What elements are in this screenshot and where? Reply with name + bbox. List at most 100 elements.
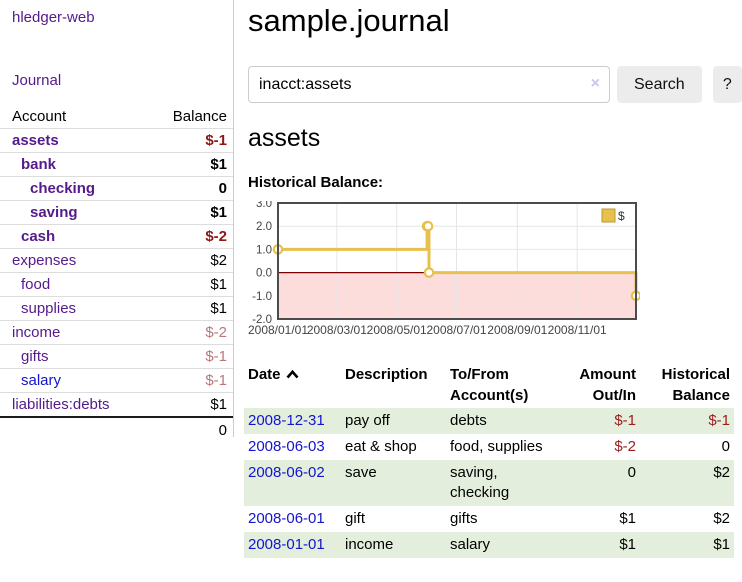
- account-tree: Account Balance assets $-1 bank $1 checking 0…: [0, 106, 233, 443]
- transaction-accounts: food, supplies: [450, 438, 543, 455]
- account-balance: $1: [150, 272, 233, 297]
- svg-text:2008/07/01: 2008/07/01: [426, 323, 486, 337]
- transaction-description: gift: [345, 510, 366, 527]
- account-row: bank $1: [0, 152, 233, 177]
- account-balance: $-1: [150, 344, 233, 369]
- register-row: 2008-06-02 save saving, checking 0 $2: [244, 460, 734, 506]
- transaction-amount: $1: [558, 532, 640, 558]
- register-table-body: 2008-12-31 pay off debts $-1 $-1 2008-06-03 ea…: [244, 408, 734, 558]
- transaction-balance: $-1: [640, 408, 734, 434]
- account-link[interactable]: bank: [21, 156, 57, 173]
- account-link[interactable]: cash: [21, 228, 56, 245]
- chart-title: Historical Balance:: [248, 174, 384, 191]
- account-row: gifts $-1: [0, 344, 233, 369]
- svg-text:-1.0: -1.0: [252, 291, 272, 303]
- transaction-accounts: debts: [446, 408, 558, 434]
- main-content: sample.journal × Search ? assets Histori…: [234, 0, 742, 558]
- account-row: cash $-2: [0, 224, 233, 249]
- transaction-date-link[interactable]: 2008-06-03: [248, 438, 325, 455]
- account-row: checking 0: [0, 176, 233, 201]
- date-column-header[interactable]: Date: [244, 362, 341, 408]
- account-row: supplies $1: [0, 296, 233, 321]
- transaction-amount: 0: [558, 460, 640, 506]
- sort-asc-icon: [286, 369, 298, 379]
- account-row: liabilities:debts $1: [0, 392, 233, 417]
- search-button[interactable]: Search: [617, 66, 702, 103]
- search-input[interactable]: [248, 66, 610, 103]
- account-link[interactable]: food: [21, 276, 51, 293]
- account-link[interactable]: checking: [30, 180, 96, 197]
- account-balance: $1: [150, 200, 233, 225]
- account-column-header: Account: [12, 108, 67, 125]
- account-link[interactable]: salary: [21, 372, 62, 389]
- account-link[interactable]: liabilities:debts: [12, 396, 110, 413]
- account-balance: 0: [150, 176, 233, 201]
- transaction-description: pay off: [341, 408, 446, 434]
- account-balance: $-2: [150, 224, 233, 249]
- register-row: 2008-12-31 pay off debts $-1 $-1: [244, 408, 734, 434]
- balance-column-header-main: Historical Balance: [661, 366, 730, 404]
- transaction-date-link[interactable]: 2008-06-02: [248, 464, 325, 481]
- amount-column-header: Amount Out/In: [579, 366, 636, 404]
- transaction-accounts: salary: [446, 532, 558, 558]
- svg-text:1.0: 1.0: [256, 244, 272, 256]
- help-button[interactable]: ?: [712, 66, 742, 103]
- account-link[interactable]: income: [12, 324, 61, 341]
- svg-text:2008/01/01: 2008/01/01: [248, 323, 308, 337]
- account-link[interactable]: expenses: [12, 252, 77, 269]
- transaction-description: save: [341, 460, 446, 506]
- transaction-amount: $1: [619, 510, 636, 527]
- sidebar: hledger-web Journal Account Balance asse…: [0, 0, 233, 443]
- transaction-balance: 0: [721, 438, 730, 455]
- register-row: 2008-01-01 income salary $1 $1: [244, 532, 734, 558]
- balance-column-header: Balance: [172, 108, 227, 125]
- svg-text:2008/03/01: 2008/03/01: [307, 323, 367, 337]
- description-column-header: Description: [345, 366, 428, 383]
- account-balance: $1: [150, 152, 233, 177]
- account-link[interactable]: saving: [30, 204, 78, 221]
- transaction-date-link[interactable]: 2008-01-01: [248, 536, 325, 553]
- register-header-row: Date Description To/From Account(s) Amoun…: [244, 362, 734, 408]
- transaction-amount: $-1: [558, 408, 640, 434]
- account-balance: $1: [150, 296, 233, 321]
- account-balance: $2: [150, 248, 233, 273]
- svg-text:3.0: 3.0: [256, 201, 272, 210]
- account-total-balance: 0: [150, 416, 233, 443]
- svg-text:$: $: [618, 209, 625, 223]
- clear-search-icon[interactable]: ×: [590, 75, 600, 92]
- account-row: expenses $2: [0, 248, 233, 273]
- account-balance: $-1: [150, 128, 233, 153]
- register-row: 2008-06-03 eat & shop food, supplies $-2 0: [244, 434, 734, 460]
- transaction-accounts: saving, checking: [446, 460, 558, 506]
- account-link[interactable]: supplies: [21, 300, 77, 317]
- account-row: saving $1: [0, 200, 233, 225]
- account-link[interactable]: assets: [12, 132, 59, 149]
- account-balance: $-2: [150, 320, 233, 345]
- svg-text:2008/11/01: 2008/11/01: [548, 323, 607, 337]
- transaction-date-link[interactable]: 2008-12-31: [248, 412, 325, 429]
- svg-text:2008/05/01: 2008/05/01: [367, 323, 427, 337]
- svg-text:-2.0: -2.0: [252, 314, 272, 326]
- account-balance: $1: [150, 392, 233, 417]
- transaction-date-link[interactable]: 2008-06-01: [248, 510, 325, 527]
- tofrom-column-header: To/From Account(s): [450, 366, 529, 404]
- account-heading: assets: [248, 124, 321, 152]
- transaction-description: eat & shop: [345, 438, 417, 455]
- svg-text:2.0: 2.0: [256, 221, 272, 233]
- app-title-link[interactable]: hledger-web: [12, 9, 95, 26]
- account-tree-header: Account Balance: [0, 106, 233, 129]
- register-row: 2008-06-01 gift gifts $1 $2: [244, 506, 734, 532]
- account-row: salary $-1: [0, 368, 233, 393]
- account-row: food $1: [0, 272, 233, 297]
- sidebar-item-journal[interactable]: Journal: [12, 72, 62, 89]
- transaction-amount: $-2: [614, 438, 636, 455]
- search-input-wrap: ×: [248, 66, 610, 103]
- account-total-row: 0: [0, 416, 233, 443]
- transaction-description: income: [341, 532, 446, 558]
- transaction-balance: $2: [713, 510, 730, 527]
- sidebar-divider: [233, 0, 234, 437]
- account-link[interactable]: gifts: [21, 348, 49, 365]
- transaction-balance: $2: [640, 460, 734, 506]
- account-row: income $-2: [0, 320, 233, 345]
- transaction-balance: $1: [640, 532, 734, 558]
